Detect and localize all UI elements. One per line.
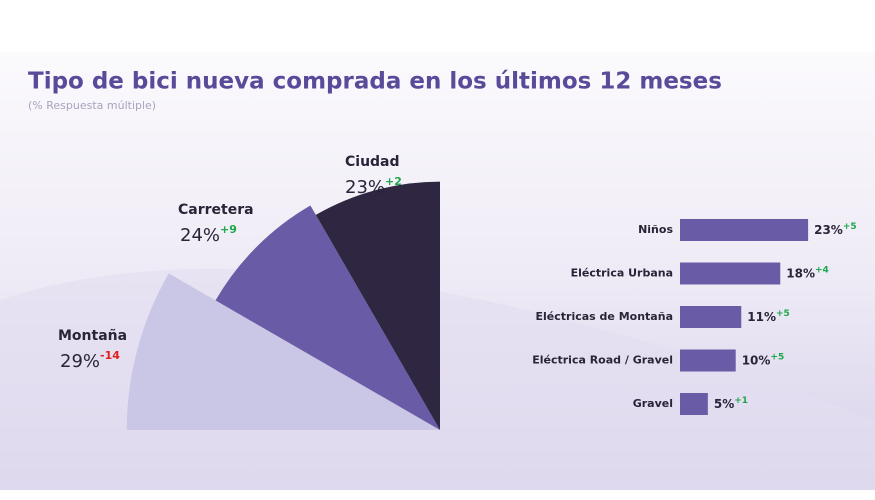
value-group: 23%+5 [814, 222, 857, 237]
charts: Montaña29%-14Carretera24%+9Ciudad23%+2Ni… [58, 154, 857, 430]
value-group: 18%+4 [786, 265, 829, 280]
category-label: Gravel [633, 397, 673, 410]
change-label: +9 [220, 223, 237, 236]
bar [680, 393, 708, 415]
category-label: Ciudad [345, 154, 400, 170]
value-label: 18% [786, 266, 815, 280]
change-label: +1 [734, 396, 748, 406]
change-label: +2 [385, 175, 402, 188]
value-group: 10%+5 [742, 352, 785, 367]
bar [680, 219, 809, 241]
value-label: 23% [345, 177, 385, 198]
category-label: Niños [638, 223, 673, 236]
category-label: Eléctricas de Montaña [536, 310, 673, 323]
wedge [315, 181, 440, 430]
value-label: 5% [714, 397, 734, 411]
change-label: +5 [776, 309, 790, 319]
change-label: -14 [100, 349, 120, 362]
value-group: 5%+1 [714, 396, 748, 411]
bar [680, 262, 781, 285]
value-label: 11% [747, 310, 776, 324]
value-group: 24%+9 [180, 223, 237, 246]
category-label: Carretera [178, 202, 254, 218]
change-label: +4 [815, 265, 829, 275]
change-label: +5 [843, 222, 857, 232]
value-group: 23%+2 [345, 175, 402, 198]
wedge [215, 205, 440, 430]
value-label: 23% [814, 223, 843, 237]
subtitle: (% Respuesta múltiple) [28, 99, 156, 112]
change-label: +5 [770, 352, 784, 362]
bar [680, 349, 736, 372]
category-label: Eléctrica Urbana [571, 267, 673, 280]
category-label: Eléctrica Road / Gravel [532, 354, 673, 367]
value-label: 29% [60, 351, 100, 372]
wedge [126, 273, 441, 430]
value-label: 10% [742, 353, 771, 367]
category-label: Montaña [58, 328, 127, 344]
title: Tipo de bici nueva comprada en los últim… [28, 69, 722, 95]
value-group: 29%-14 [60, 349, 120, 372]
value-group: 11%+5 [747, 309, 790, 324]
value-label: 24% [180, 225, 220, 246]
bar [680, 306, 742, 328]
